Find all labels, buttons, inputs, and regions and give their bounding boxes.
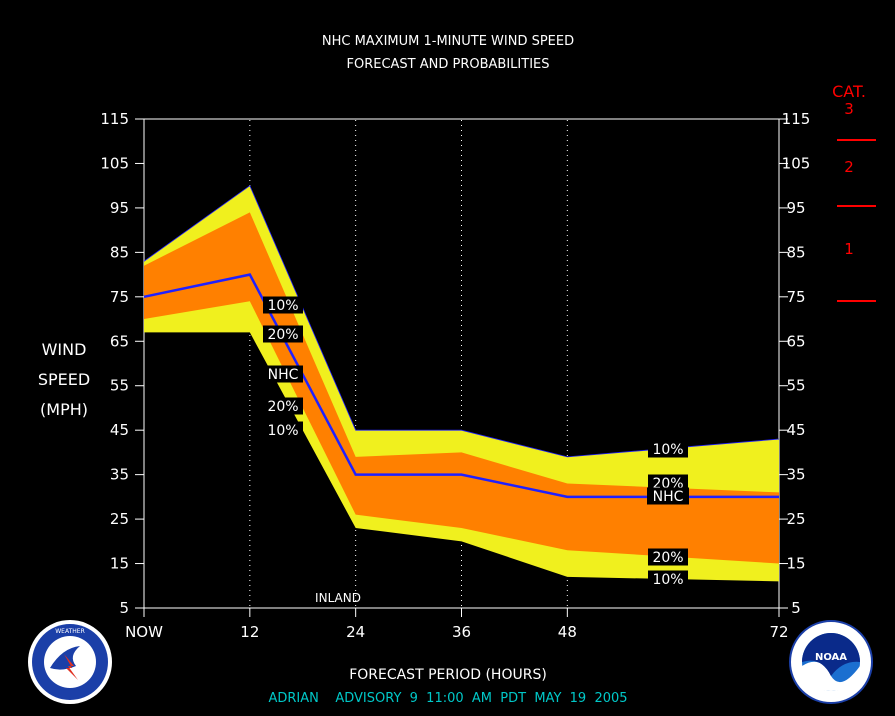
label-text-nhc-early: NHC (268, 367, 299, 383)
label-box-p10-upper-late (648, 440, 688, 458)
label-text-p20-lower-early: 20% (267, 399, 298, 415)
y-tick-label-right-95: 95 (786, 199, 805, 217)
y-tick-label-left-15: 15 (110, 555, 129, 573)
advisory-footer: ADRIAN ADVISORY 9 11:00 AM PDT MAY 19 20… (268, 691, 627, 706)
label-box-p10-upper-early (263, 296, 303, 314)
y-tick-label-right-25: 25 (786, 510, 805, 528)
label-nhc-early: NHC (263, 365, 303, 383)
label-box-p10-lower-late (648, 570, 688, 588)
y-tick-label-left-115: 115 (100, 110, 129, 128)
band-20-percent (144, 212, 779, 564)
x-tick-label-72: 72 (769, 623, 788, 641)
label-text-nhc-late: NHC (653, 489, 684, 505)
label-box-nhc-late (647, 487, 689, 505)
y-tick-label-right-5: 5 (791, 599, 801, 617)
y-tick-label-left-95: 95 (110, 199, 129, 217)
label-p10-lower-early: 10% (263, 421, 303, 439)
label-text-p20-upper-early: 20% (267, 327, 298, 343)
x-tick-label-12: 12 (240, 623, 259, 641)
x-axis-ticks: NOW 12 24 36 48 72 (125, 608, 789, 641)
category-3-label: 3 (844, 100, 854, 118)
nhc-forecast-line (143, 273, 779, 499)
y-axis-title-line-3: (MPH) (40, 400, 88, 419)
y-tick-label-right-35: 35 (786, 466, 805, 484)
y-tick-label-right-75: 75 (786, 288, 805, 306)
chart-title: NHC MAXIMUM 1-MINUTE WIND SPEED (322, 34, 574, 49)
x-tick-label-36: 36 (452, 623, 471, 641)
y-tick-label-right-105: 105 (782, 154, 811, 172)
y-axis-title: WIND SPEED (MPH) (38, 340, 90, 419)
upper-10-edge (143, 185, 780, 458)
svg-text:NOAA: NOAA (815, 652, 847, 663)
x-tick-label-48: 48 (558, 623, 577, 641)
y-tick-label-left-55: 55 (110, 377, 129, 395)
y-tick-label-left-35: 35 (110, 466, 129, 484)
y-tick-label-right-115: 115 (782, 110, 811, 128)
category-legend-title: CAT. (832, 82, 866, 101)
label-box-p10-lower-early (263, 421, 303, 439)
y-tick-label-right-85: 85 (786, 243, 805, 261)
noaa-logo: NOAA (789, 620, 873, 704)
y-tick-label-left-105: 105 (100, 154, 129, 172)
label-p10-upper-early: 10% (263, 296, 303, 314)
label-p10-upper-late: 10% (648, 440, 688, 458)
y-tick-label-right-65: 65 (786, 332, 805, 350)
y-tick-label-left-65: 65 (110, 332, 129, 350)
y-tick-label-left-85: 85 (110, 243, 129, 261)
chart-subtitle: FORECAST AND PROBABILITIES (347, 57, 550, 72)
svg-text:WEATHER: WEATHER (55, 628, 85, 635)
label-text-p10-lower-early: 10% (267, 423, 298, 439)
label-text-p10-upper-early: 10% (267, 298, 298, 314)
category-1-label: 1 (844, 240, 854, 258)
y-tick-label-left-5: 5 (119, 599, 129, 617)
nws-logo: WEATHER (28, 620, 112, 704)
category-legend: CAT. 3 2 1 (832, 82, 876, 302)
y-tick-label-left-25: 25 (110, 510, 129, 528)
category-2-label: 2 (844, 158, 854, 176)
label-nhc-late: NHC (647, 487, 689, 505)
label-box-p20-lower-early (263, 397, 303, 415)
band-10-percent (144, 185, 779, 582)
label-text-p20-lower-late: 20% (652, 550, 683, 566)
label-box-p20-lower-late (648, 548, 688, 566)
x-axis-title: FORECAST PERIOD (HOURS) (349, 667, 547, 683)
y-tick-label-right-55: 55 (786, 377, 805, 395)
label-box-nhc-early (263, 365, 303, 383)
x-tick-label-24: 24 (346, 623, 365, 641)
label-p20-upper-early: 20% (263, 325, 303, 343)
label-text-p10-lower-late: 10% (652, 572, 683, 588)
label-p20-lower-late: 20% (648, 548, 688, 566)
y-tick-label-right-45: 45 (786, 421, 805, 439)
label-box-p20-upper-early (263, 325, 303, 343)
y-axis-title-line-2: SPEED (38, 370, 90, 389)
y-tick-label-right-15: 15 (786, 555, 805, 573)
label-p10-lower-late: 10% (648, 570, 688, 588)
label-text-p10-upper-late: 10% (652, 442, 683, 458)
label-box-p20-upper-late (648, 474, 688, 492)
y-tick-label-left-45: 45 (110, 421, 129, 439)
probability-bands (143, 185, 780, 582)
y-axis-title-line-1: WIND (42, 340, 87, 359)
y-tick-label-left-75: 75 (110, 288, 129, 306)
x-tick-label-NOW: NOW (125, 623, 163, 641)
label-p20-lower-early: 20% (263, 397, 303, 415)
inland-annotation: INLAND (315, 591, 361, 605)
